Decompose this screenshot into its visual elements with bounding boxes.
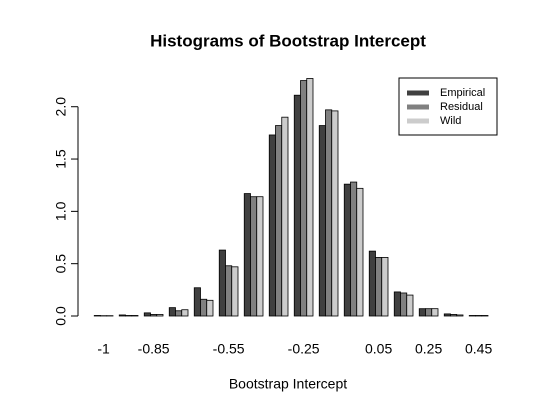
bar [443, 313, 451, 317]
bar [218, 249, 226, 317]
bar [225, 265, 233, 317]
bar [168, 307, 176, 317]
bar [356, 187, 364, 317]
bar [381, 257, 389, 317]
x-tick-label: -0.55 [213, 341, 245, 357]
x-tick-label: 0.45 [465, 341, 492, 357]
x-tick-label: -0.25 [288, 341, 320, 357]
x-tick-label: -1 [97, 341, 110, 357]
bar [431, 308, 439, 317]
bar [131, 315, 139, 317]
bar [368, 250, 376, 317]
bar [468, 315, 476, 317]
bar [393, 291, 401, 317]
bar [475, 315, 483, 317]
chart-title: Histograms of Bootstrap Intercept [150, 31, 426, 50]
bar [400, 292, 408, 317]
bar [306, 78, 314, 317]
bar [375, 257, 383, 317]
bar [125, 315, 133, 317]
bar [418, 308, 426, 317]
bar [231, 266, 239, 317]
bar [350, 181, 358, 317]
bar [268, 134, 276, 317]
bar [481, 315, 489, 317]
bar [406, 294, 414, 317]
y-tick-label: 1.0 [53, 201, 69, 221]
bar [143, 312, 151, 317]
bar [243, 193, 251, 317]
bar [275, 125, 283, 317]
bar [193, 287, 201, 317]
bar [93, 315, 101, 317]
bar [425, 308, 433, 317]
bar [293, 94, 301, 317]
bar [250, 196, 258, 317]
legend-label: Wild [440, 115, 461, 127]
bar [331, 110, 339, 317]
y-tick-label: 0.0 [53, 306, 69, 326]
bar [150, 314, 158, 317]
x-tick-label: 0.05 [365, 341, 392, 357]
bar [118, 314, 126, 317]
legend-label: Residual [440, 101, 483, 113]
legend-label: Empirical [440, 87, 485, 99]
bar [281, 116, 289, 317]
bar [300, 80, 308, 317]
bar [181, 309, 189, 317]
x-tick-label: -0.85 [138, 341, 170, 357]
bar [175, 310, 183, 317]
bar [156, 314, 164, 317]
bar [200, 298, 208, 317]
bar [325, 109, 333, 317]
bar [450, 314, 458, 317]
bar [206, 299, 214, 317]
bar [343, 183, 351, 317]
x-tick-label: 0.25 [415, 341, 442, 357]
y-tick-label: 0.5 [53, 254, 69, 274]
y-tick-label: 2.0 [53, 97, 69, 117]
x-axis-label: Bootstrap Intercept [229, 376, 347, 392]
bar [318, 125, 326, 317]
bar [256, 196, 264, 317]
y-tick-label: 1.5 [53, 149, 69, 169]
bar [456, 314, 464, 317]
